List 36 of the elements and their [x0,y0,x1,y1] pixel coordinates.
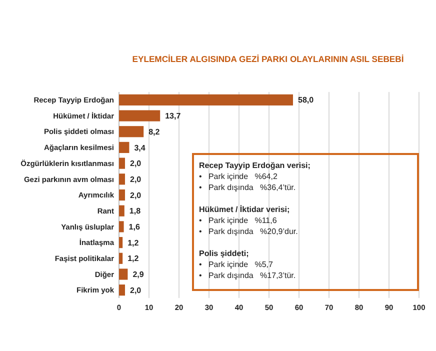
bar [119,284,125,296]
data-label: 3,4 [134,143,146,152]
data-label: 58,0 [298,96,314,105]
data-label: 2,0 [130,286,142,295]
bar [119,94,293,106]
data-label: 13,7 [165,112,182,121]
data-label: 1,6 [128,222,140,232]
bar [119,236,123,248]
bar [119,142,130,154]
bar [119,110,160,122]
annotation: • Park dışında %36,4’tür. [199,183,296,192]
data-label: 2,0 [130,159,142,168]
bar [119,189,125,201]
bar [119,205,124,216]
annotation: • Park içinde %11,6 [199,216,278,225]
annotation: Recep Tayyip Erdoğan verisi; [199,161,310,170]
annotation: • Park dışında %20,9’dur. [199,227,298,236]
chart-title: EYLEMCİLER ALGISINDA GEZİ PARKI OLAYLARININ ASIL SEBEBİ [132,54,404,64]
bar [119,158,125,169]
bar [119,221,124,232]
data-label: 2,0 [130,190,142,200]
data-label: 1,2 [128,238,140,248]
annotation: • Park içinde %5,7 [199,260,274,269]
bar [119,174,125,185]
bar [119,268,128,280]
data-label: 2,9 [132,270,144,280]
data-label: 1,8 [129,206,142,216]
annotation: Hükümet / İktidar verisi; [199,205,290,214]
bar [119,252,123,264]
annotation: • Park dışında %17,3’tür. [199,271,296,280]
data-label: 1,2 [128,254,140,264]
bar [119,126,144,138]
annotation: • Park içinde %64,2 [199,172,278,181]
annotation: Polis şiddeti; [199,249,249,258]
data-label: 2,0 [130,174,142,184]
data-label: 8,2 [148,127,160,136]
